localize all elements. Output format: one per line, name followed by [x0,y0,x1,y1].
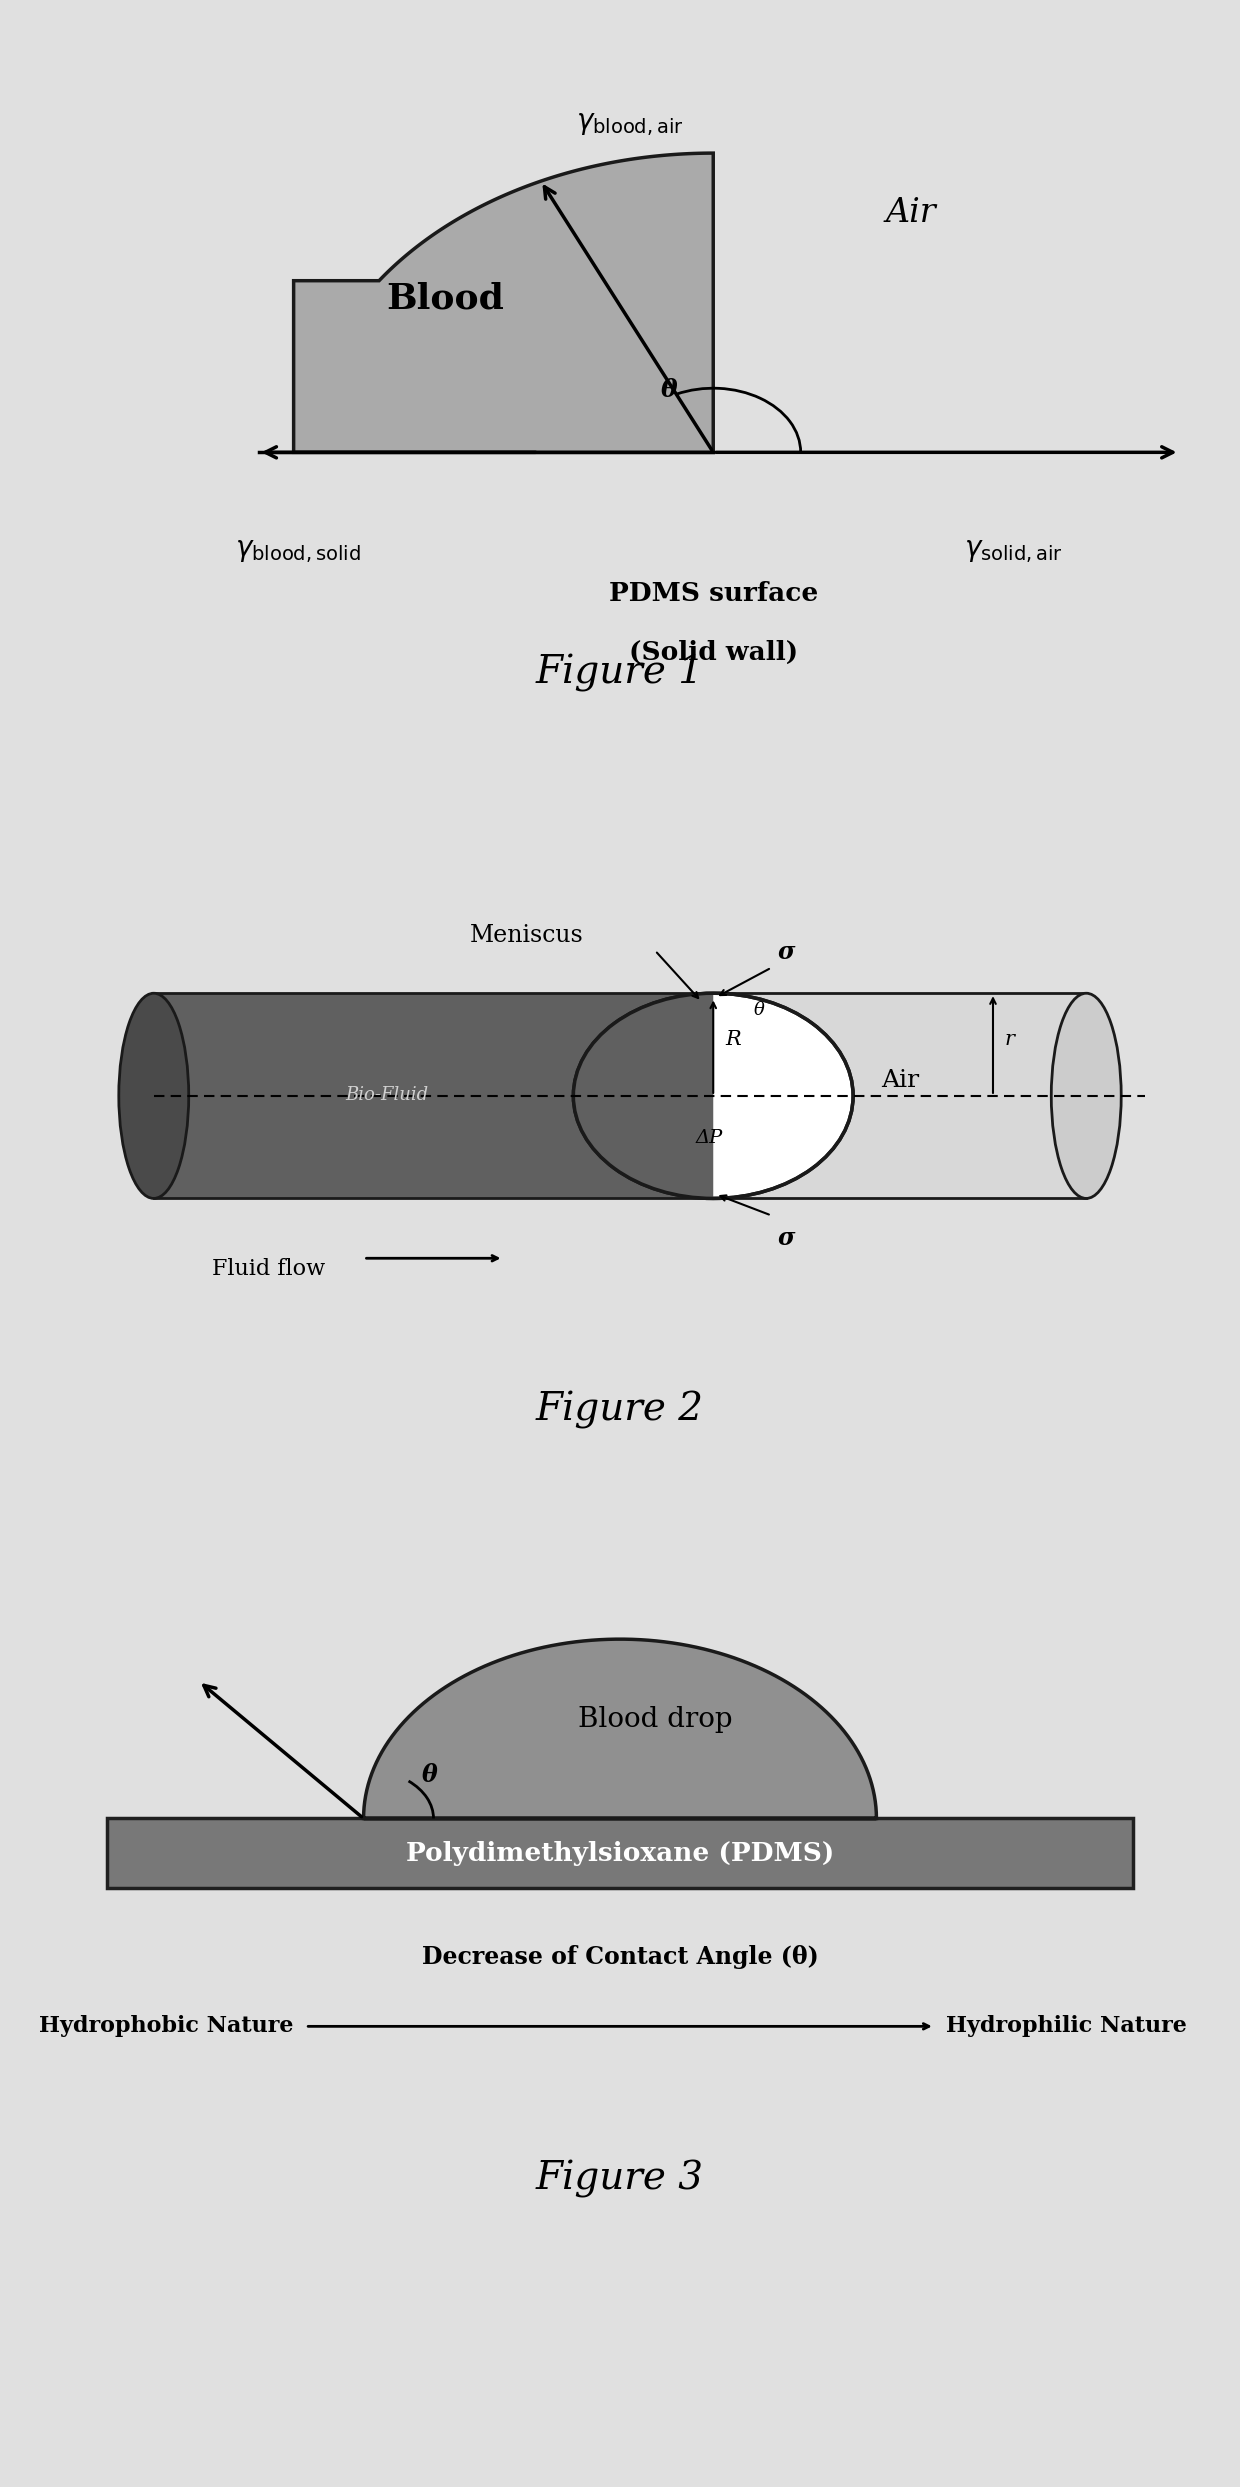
Text: PDMS surface: PDMS surface [609,579,818,604]
Text: Hydrophobic Nature: Hydrophobic Nature [40,2014,294,2037]
Text: r: r [1004,1030,1014,1050]
Text: $\gamma_{\mathsf{solid,air}}$: $\gamma_{\mathsf{solid,air}}$ [965,537,1063,565]
Text: Blood drop: Blood drop [578,1706,732,1733]
Bar [107,1818,1133,1888]
Text: (Solid wall): (Solid wall) [629,642,797,667]
Polygon shape [573,992,713,1199]
Polygon shape [363,1639,877,1818]
Ellipse shape [1052,992,1121,1199]
Text: Hydrophilic Nature: Hydrophilic Nature [946,2014,1187,2037]
Text: Polydimethylsioxane (PDMS): Polydimethylsioxane (PDMS) [405,1840,835,1865]
Text: θ: θ [754,1000,765,1020]
Bar [154,992,713,1199]
Text: Figure 1: Figure 1 [536,654,704,691]
Text: θ: θ [422,1763,438,1786]
Text: Blood: Blood [386,281,505,316]
Text: $\gamma_{\mathsf{blood,solid}}$: $\gamma_{\mathsf{blood,solid}}$ [236,537,361,565]
Text: Air: Air [880,1069,919,1092]
Text: Figure 2: Figure 2 [536,1390,704,1430]
Text: σ: σ [777,1226,795,1251]
Text: Air: Air [887,196,936,229]
Text: R: R [725,1030,740,1050]
Text: $\gamma_{\mathsf{blood,air}}$: $\gamma_{\mathsf{blood,air}}$ [575,112,683,139]
Text: Meniscus: Meniscus [470,925,584,948]
Text: ΔP: ΔP [696,1129,723,1147]
Text: Figure 3: Figure 3 [536,2159,704,2199]
Text: σ: σ [777,940,795,965]
Text: Bio-Fluid: Bio-Fluid [345,1087,429,1104]
Text: θ: θ [661,378,677,403]
Text: Decrease of Contact Angle (θ): Decrease of Contact Angle (θ) [422,1945,818,1970]
Circle shape [573,992,853,1199]
Text: Fluid flow: Fluid flow [212,1258,325,1281]
Bar [713,992,1086,1199]
Polygon shape [294,154,713,453]
Ellipse shape [119,992,188,1199]
